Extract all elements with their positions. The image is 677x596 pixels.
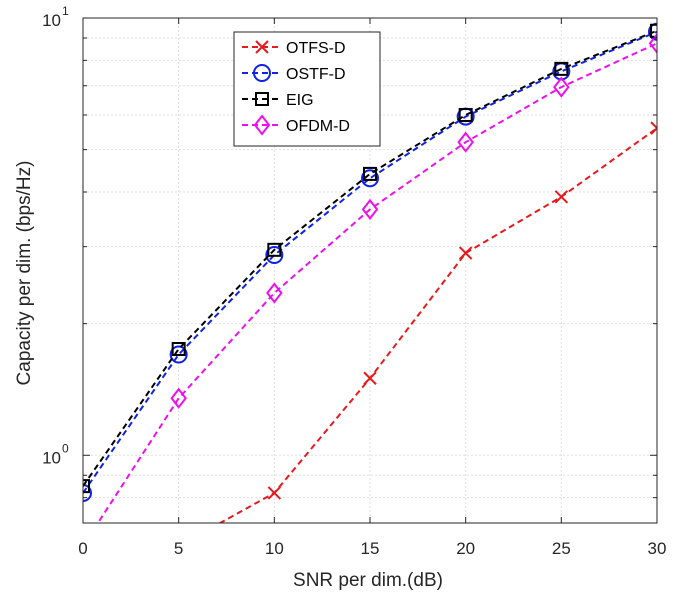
marker-square bbox=[458, 108, 473, 123]
y-tick-exponent: 0 bbox=[62, 441, 69, 455]
plot-series bbox=[83, 22, 657, 523]
series-eig bbox=[83, 23, 657, 494]
marker-x bbox=[267, 486, 282, 500]
series-ofdm-d bbox=[96, 32, 657, 523]
marker-diamond bbox=[266, 282, 283, 304]
y-axis-label: Capacity per dim. (bps/Hz) bbox=[14, 161, 35, 386]
x-tick-labels: 0 5 10 15 20 25 30 bbox=[78, 539, 666, 558]
marker-square bbox=[650, 23, 657, 38]
x-tick-label: 10 bbox=[265, 539, 284, 558]
x-tick-label: 15 bbox=[361, 539, 380, 558]
marker-circle bbox=[361, 169, 379, 188]
marker-diamond bbox=[170, 387, 187, 409]
legend-entry: OTFS-D bbox=[242, 40, 346, 57]
x-tick-label: 25 bbox=[552, 539, 571, 558]
series-otfs-d bbox=[218, 121, 657, 523]
marker-x bbox=[554, 190, 569, 204]
legend-entry: EIG bbox=[242, 92, 314, 109]
axes-frame bbox=[82, 17, 658, 524]
legend-label: OFDM-D bbox=[286, 118, 350, 135]
x-tick-label: 30 bbox=[648, 539, 667, 558]
marker-diamond bbox=[648, 32, 657, 54]
legend: OTFS-D OSTF-D EIG OFDM-D bbox=[233, 31, 381, 147]
marker-x bbox=[458, 246, 473, 260]
legend-label: OSTF-D bbox=[286, 66, 346, 83]
marker-diamond bbox=[361, 198, 379, 221]
marker-circle bbox=[169, 345, 188, 364]
marker-circle bbox=[648, 22, 657, 41]
marker-square bbox=[171, 341, 186, 356]
legend-entry: OFDM-D bbox=[242, 114, 350, 136]
marker-square bbox=[554, 61, 569, 76]
marker-x bbox=[363, 371, 377, 385]
marker-circle bbox=[83, 483, 92, 502]
marker-x bbox=[650, 121, 657, 135]
marker-square bbox=[363, 166, 377, 181]
x-tick-label: 5 bbox=[174, 539, 183, 558]
x-tick-label: 20 bbox=[456, 539, 475, 558]
series-line bbox=[96, 42, 657, 523]
marker-diamond bbox=[553, 76, 570, 98]
marker-square bbox=[267, 242, 282, 257]
marker-square bbox=[83, 479, 90, 494]
legend-label: EIG bbox=[286, 92, 314, 109]
marker-x bbox=[255, 40, 269, 54]
legend-entry: OSTF-D bbox=[242, 64, 346, 83]
legend-label: OTFS-D bbox=[286, 40, 346, 57]
series-line bbox=[83, 29, 657, 487]
x-axis-label: SNR per dim.(dB) bbox=[293, 570, 443, 591]
marker-circle bbox=[265, 246, 284, 265]
marker-diamond bbox=[253, 114, 271, 136]
y-tick-label: 10 bbox=[42, 448, 61, 467]
marker-square bbox=[255, 92, 269, 106]
y-tick-exponent: 1 bbox=[62, 4, 69, 18]
y-tick-label: 10 bbox=[42, 11, 61, 30]
x-tick-label: 0 bbox=[78, 539, 87, 558]
marker-diamond bbox=[457, 131, 474, 153]
marker-circle bbox=[253, 64, 271, 82]
